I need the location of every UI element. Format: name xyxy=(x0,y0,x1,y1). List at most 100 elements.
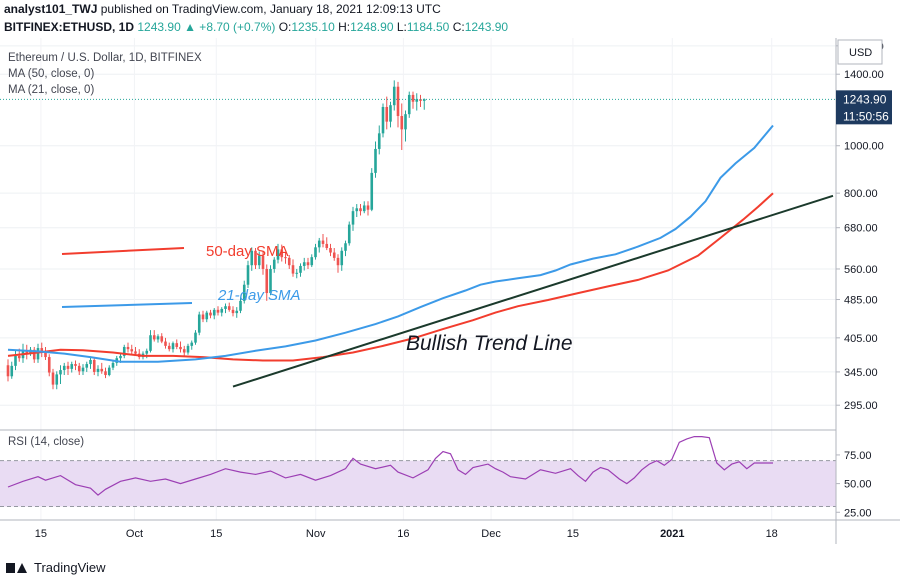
candle-body xyxy=(216,309,220,313)
candle-body xyxy=(32,349,36,360)
footer-brand: TradingView xyxy=(34,560,106,575)
candle-body xyxy=(171,343,175,350)
candle-body xyxy=(227,306,231,310)
candle-body xyxy=(314,247,317,258)
candle-body xyxy=(265,268,269,294)
candle-body xyxy=(407,94,411,115)
candle-body xyxy=(374,148,377,173)
candle-body xyxy=(70,364,74,369)
high-label: H: xyxy=(338,20,351,34)
footer[interactable]: TradingView xyxy=(6,560,106,575)
ohlc-line: BITFINEX:ETHUSD, 1D 1243.90 ▲ +8.70 (+0.… xyxy=(4,20,508,34)
candle-body xyxy=(40,348,44,353)
change-value: ▲ +8.70 (+0.7%) xyxy=(184,20,276,34)
time-tick-label: 15 xyxy=(567,528,579,540)
rsi-band xyxy=(0,460,836,508)
candle-body xyxy=(17,355,21,359)
price-tick-label: 800.00 xyxy=(844,188,878,200)
candle-body xyxy=(231,309,235,314)
candle-body xyxy=(201,314,205,320)
candle-body xyxy=(422,99,426,101)
candle-body xyxy=(272,259,276,269)
candle-body xyxy=(111,362,115,368)
open-label: O: xyxy=(278,20,292,34)
publish-line: analyst101_TWJ published on TradingView.… xyxy=(4,2,441,16)
candle-body xyxy=(235,310,239,314)
rsi-band-fill xyxy=(0,460,836,507)
candle-body xyxy=(74,364,77,366)
candle-body xyxy=(332,252,336,258)
candle-body xyxy=(269,268,272,294)
candle-body xyxy=(385,106,389,122)
candle-body xyxy=(415,99,419,102)
candle-body xyxy=(100,368,104,372)
candle-body xyxy=(250,250,254,266)
price-chart[interactable]: 50-day SMA 21-day SMA Bullish Trend Line… xyxy=(0,38,900,550)
price-tick-label: 1400.00 xyxy=(844,69,884,81)
candle-body xyxy=(321,240,325,244)
candle-body xyxy=(164,341,167,346)
high-value: 1248.90 xyxy=(350,20,394,34)
price-tick-label: 1000.00 xyxy=(844,141,884,153)
candle-body xyxy=(190,342,194,346)
candle-body xyxy=(10,365,14,377)
candle-body xyxy=(224,306,227,309)
candle-body xyxy=(209,312,212,316)
candle-body xyxy=(14,355,17,366)
last-price-value: 1243.90 xyxy=(843,92,887,106)
candle-body xyxy=(77,365,81,372)
candles xyxy=(6,80,426,390)
candle-body xyxy=(362,205,366,212)
candle-body xyxy=(344,243,347,251)
candle-body xyxy=(62,365,66,371)
time-axis[interactable]: 15 Oct 15 Nov 16 Dec 15 2021 18 xyxy=(35,528,778,540)
candle-body xyxy=(175,343,179,347)
candle-body xyxy=(81,367,85,372)
candle-body xyxy=(186,345,190,353)
candle-body xyxy=(59,370,62,375)
candle-body xyxy=(156,336,160,340)
candle-body xyxy=(257,255,261,266)
candle-body xyxy=(182,349,186,353)
candle-body xyxy=(246,265,250,285)
candle-body xyxy=(291,265,295,274)
publisher-name: analyst101_TWJ xyxy=(4,2,98,16)
candle-body xyxy=(400,116,404,130)
rsi-line xyxy=(7,436,773,496)
candle-body xyxy=(179,346,182,350)
rsi-legend: RSI (14, close) xyxy=(8,436,85,448)
time-tick-label: 2021 xyxy=(660,528,684,540)
currency-box[interactable] xyxy=(837,39,883,65)
candle-body xyxy=(336,257,340,266)
candle-body xyxy=(134,351,137,354)
price-tick-label: 560.00 xyxy=(844,264,878,276)
candle-body xyxy=(85,364,89,368)
candle-body xyxy=(381,106,385,134)
candle-body xyxy=(6,365,10,377)
candle-body xyxy=(419,99,422,101)
time-tick-label: 15 xyxy=(35,528,47,540)
candle-body xyxy=(392,86,396,106)
candle-body xyxy=(287,257,291,266)
trendline xyxy=(232,194,834,388)
close-label: C: xyxy=(452,20,465,34)
last-price-tag: 1243.90 11:50:56 xyxy=(836,90,892,125)
candle-body xyxy=(160,336,164,342)
candle-body xyxy=(130,349,134,352)
price-tick-label: 405.00 xyxy=(844,333,878,345)
close-value: 1243.90 xyxy=(137,20,181,34)
tradingview-logo-icon xyxy=(6,561,28,575)
candle-body xyxy=(325,243,329,249)
candle-body xyxy=(329,248,332,253)
candle-body xyxy=(36,348,40,360)
candle-body xyxy=(47,357,51,373)
candle-body xyxy=(44,352,47,358)
price-tick-label: 295.00 xyxy=(844,400,878,412)
candle-body xyxy=(25,350,29,354)
candle-body xyxy=(306,262,310,266)
rsi-axis[interactable]: 75.00 50.00 25.00 xyxy=(836,450,872,519)
candle-body xyxy=(347,224,351,244)
candle-body xyxy=(411,94,415,102)
sma21-annotation: 21-day SMA xyxy=(217,287,301,304)
candle-body xyxy=(126,346,130,350)
